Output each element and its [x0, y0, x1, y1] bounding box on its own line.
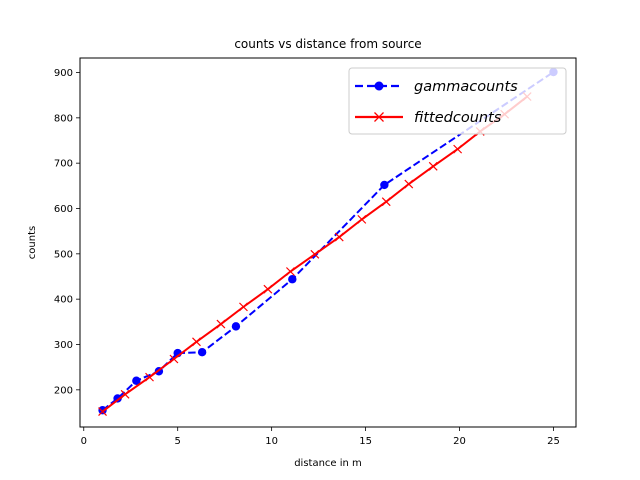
data-point-gammacounts: [380, 180, 389, 190]
y-tick-label: 700: [54, 159, 73, 170]
legend-entry-gammacounts: gammacounts: [355, 79, 518, 95]
data-point-fittedcounts: [404, 179, 414, 189]
legend-label-gammacounts: gammacounts: [414, 79, 518, 95]
x-tick-label: 0: [81, 436, 87, 447]
data-point-fittedcounts: [263, 284, 273, 294]
series-line-gammacounts: [101, 71, 555, 412]
x-tick-label: 5: [175, 436, 181, 447]
y-tick-label: 600: [54, 204, 73, 215]
data-point-fittedcounts: [381, 197, 391, 207]
x-tick-label: 20: [453, 436, 466, 447]
data-point-fittedcounts: [357, 214, 367, 224]
legend-box: [348, 67, 567, 135]
data-point-fittedcounts: [239, 302, 248, 312]
x-tick-label: 15: [359, 436, 372, 447]
data-point-fittedcounts: [453, 144, 463, 154]
axis-ticks: 0 5 10 15 20 25 200 300 400 500 600 700 800 900: [54, 68, 560, 447]
data-point-fittedcounts: [169, 354, 179, 364]
legend-label-fittedcounts: fittedcounts: [414, 110, 502, 126]
x-tick-label: 25: [547, 436, 560, 447]
data-point-gammacounts: [197, 348, 207, 357]
x-tick-label: 10: [265, 436, 278, 447]
y-tick-label: 900: [54, 68, 73, 79]
axes-frame: [79, 57, 577, 428]
data-point-fittedcounts: [192, 337, 201, 347]
chart-title: counts vs distance from source: [234, 37, 421, 51]
data-point-fittedcounts: [145, 372, 154, 382]
y-tick-label: 800: [54, 113, 73, 124]
data-point-fittedcounts: [216, 319, 226, 329]
data-point-gammacounts: [98, 406, 107, 415]
data-point-fittedcounts: [310, 249, 320, 259]
legend-marker-gammacounts: [374, 81, 384, 91]
data-point-fittedcounts: [334, 232, 344, 242]
legend-entry-fittedcounts: fittedcounts: [355, 110, 502, 126]
y-tick-label: 200: [54, 385, 73, 396]
data-point-gammacounts: [231, 322, 241, 331]
data-point-fittedcounts: [428, 161, 438, 171]
data-point-gammacounts: [288, 275, 297, 284]
plot-area: [98, 67, 558, 417]
legend: gammacounts fittedcounts: [348, 67, 567, 135]
data-point-fittedcounts: [98, 407, 107, 417]
data-point-gammacounts: [132, 376, 141, 385]
y-tick-label: 400: [54, 295, 73, 306]
data-point-fittedcounts: [285, 267, 295, 276]
y-tick-label: 500: [54, 249, 73, 260]
legend-marker-fittedcounts: [374, 112, 384, 122]
y-tick-label: 300: [54, 340, 73, 351]
x-axis-label: distance in m: [294, 458, 362, 469]
y-axis-label: counts: [27, 226, 38, 259]
data-point-fittedcounts: [120, 389, 130, 399]
